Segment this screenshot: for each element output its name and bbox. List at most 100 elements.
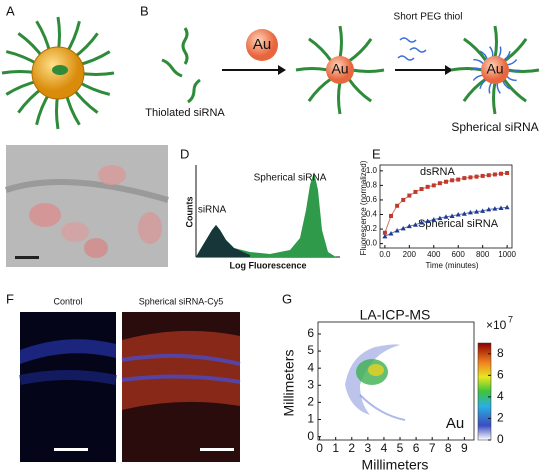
- strand: [347, 38, 373, 63]
- y-tick-label: 0: [307, 429, 314, 443]
- micrograph: [5, 145, 169, 267]
- colorbar-tick-label: 2: [497, 411, 504, 425]
- map-density: [345, 344, 406, 421]
- marker: [480, 208, 486, 213]
- marker: [504, 204, 510, 210]
- x-tick-label: 600: [452, 250, 466, 259]
- y-tick-label: 1: [307, 412, 314, 426]
- strand: [295, 67, 329, 72]
- axis-label: Millimeters: [362, 457, 429, 473]
- panel-label: G: [282, 291, 292, 306]
- marker: [412, 222, 418, 227]
- x-tick-label: 400: [427, 250, 441, 259]
- y-tick-label: 0.6: [366, 195, 378, 204]
- x-tick-label: 200: [403, 250, 417, 259]
- marker: [419, 187, 424, 192]
- series-label: dsRNA: [420, 166, 456, 178]
- y-tick-label: 1.0: [366, 166, 378, 175]
- strand: [347, 77, 372, 103]
- marker: [455, 212, 461, 217]
- x-tick-label: 9: [461, 441, 468, 455]
- marker: [407, 193, 412, 198]
- histogram: Spherical siRNA siRNA Counts Log Fluores…: [184, 165, 340, 270]
- map-title: LA-ICP-MS: [360, 307, 431, 323]
- axis-label: Time (minutes): [425, 261, 478, 270]
- marker: [425, 218, 431, 224]
- y-tick-label: 3: [307, 377, 314, 391]
- marker: [425, 184, 430, 189]
- annotation: Au: [446, 415, 464, 432]
- panel-label: D: [180, 146, 189, 161]
- marker: [389, 213, 393, 218]
- marker: [492, 206, 498, 211]
- tissue-images: Control Spherical siRNA-Cy5: [18, 296, 241, 462]
- marker: [480, 173, 485, 178]
- au-label: Au: [486, 61, 503, 77]
- marker: [413, 189, 418, 194]
- x-tick-label: 3: [365, 441, 372, 455]
- marker: [498, 205, 504, 210]
- marker: [431, 183, 436, 188]
- x-tick-label: 0.0: [379, 250, 391, 259]
- marker: [382, 230, 387, 235]
- strand: [307, 77, 333, 102]
- marker: [450, 178, 455, 183]
- panel-label: B: [140, 3, 149, 18]
- plot-frame: [379, 164, 513, 249]
- y-tick-label: 6: [307, 326, 314, 340]
- sphere-illustration: [1, 16, 115, 130]
- colorbar-tick-label: 4: [497, 389, 504, 403]
- y-tick-label: 0.4: [366, 210, 378, 219]
- y-tick-label: 0.0: [366, 239, 378, 248]
- x-tick-label: 0: [316, 441, 323, 455]
- marker: [449, 213, 455, 218]
- axis-label: Counts: [184, 197, 194, 228]
- axis-label: Millimeters: [281, 350, 297, 417]
- marker: [444, 179, 448, 184]
- axis-label: Fluorescence (normalized): [359, 160, 368, 255]
- strand: [502, 38, 528, 63]
- strand: [337, 81, 342, 115]
- marker: [431, 217, 437, 222]
- plot-frame: [317, 321, 475, 441]
- series-label: Spherical siRNA: [418, 218, 499, 230]
- strand: [492, 81, 497, 115]
- au-label: Au: [253, 36, 271, 53]
- schematic-text: Short PEG thiol: [394, 12, 463, 23]
- strand: [502, 77, 527, 103]
- marker: [419, 220, 425, 225]
- axis-label: Log Fluorescence: [229, 260, 306, 270]
- marker: [437, 181, 442, 186]
- marker: [388, 230, 394, 236]
- marker: [467, 209, 473, 215]
- schematic-text: Thiolated siRNA: [145, 107, 225, 119]
- peak-label: siRNA: [198, 205, 227, 216]
- schematic-text: Spherical siRNA: [451, 120, 538, 134]
- x-tick-label: 4: [381, 441, 388, 455]
- y-tick-label: 0.2: [366, 224, 378, 233]
- marker: [382, 233, 388, 239]
- colorbar-exponent: 7: [508, 314, 513, 324]
- strand: [462, 77, 488, 102]
- y-tick-label: 2: [307, 395, 314, 409]
- marker: [462, 176, 467, 181]
- marker: [486, 206, 492, 212]
- marker: [401, 197, 406, 202]
- panel-label: E: [372, 146, 381, 161]
- marker: [499, 171, 503, 176]
- marker: [474, 209, 480, 214]
- x-tick-label: 5: [397, 441, 404, 455]
- strand: [308, 37, 333, 63]
- colorbar-tick-label: 0: [497, 432, 504, 446]
- x-tick-label: 7: [429, 441, 436, 455]
- x-tick-label: 6: [413, 441, 420, 455]
- marker: [461, 211, 467, 216]
- x-tick-label: 1000: [498, 250, 516, 259]
- au-label: Au: [331, 61, 348, 77]
- marker: [406, 223, 412, 229]
- marker: [468, 175, 473, 180]
- y-tick-label: 4: [307, 360, 314, 374]
- strand: [351, 68, 385, 73]
- schematic: Au Au Au Thiolated siRNA Short PEG thiol…: [145, 12, 540, 134]
